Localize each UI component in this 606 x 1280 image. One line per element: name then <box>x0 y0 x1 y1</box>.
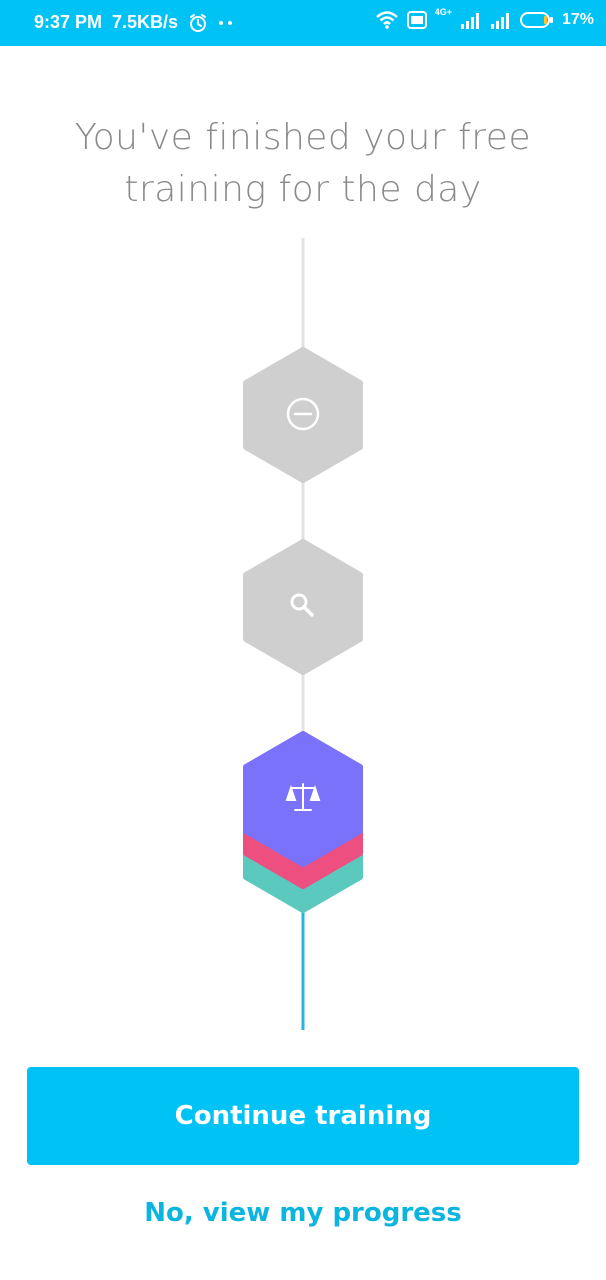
search-icon <box>290 593 314 617</box>
training-track <box>243 238 363 1030</box>
status-bar: 9:37 PM 7.5KB/s 4G+ <box>0 0 606 46</box>
network-label: 4G+ <box>434 7 452 17</box>
more-dots-icon <box>218 20 234 26</box>
battery-icon <box>519 11 554 29</box>
volte-icon <box>406 10 427 30</box>
step-hex-2 <box>243 539 363 675</box>
battery-percent: 17% <box>561 11 594 28</box>
continue-training-button[interactable]: Continue training <box>27 1067 579 1165</box>
step-hex-3 <box>243 731 363 913</box>
title-line-2: training for the day <box>124 169 482 210</box>
wifi-icon <box>375 10 399 30</box>
status-speed: 7.5KB/s <box>112 12 179 32</box>
alarm-icon <box>188 13 208 33</box>
title-line-1: You've finished your free <box>74 117 532 158</box>
signal-icon <box>460 11 482 29</box>
minus-circle-icon <box>286 397 320 431</box>
status-right: 4G+ 17% <box>375 7 594 30</box>
status-left: 9:37 PM 7.5KB/s <box>34 12 234 33</box>
view-progress-link[interactable]: No, view my progress <box>144 1198 462 1228</box>
step-hex-1 <box>243 347 363 483</box>
signal-icon-2 <box>490 11 512 29</box>
status-time: 9:37 PM <box>34 12 103 32</box>
page-title: You've finished your free training for t… <box>40 112 566 216</box>
scales-icon <box>285 783 321 811</box>
